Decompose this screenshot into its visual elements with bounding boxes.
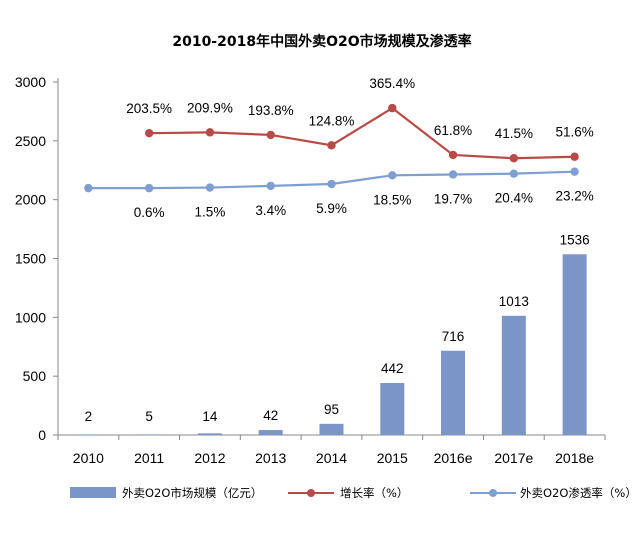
legend-label-growth-rate: 增长率（%） [340, 486, 408, 500]
bar [380, 382, 405, 435]
series-point [448, 170, 458, 179]
series-point [205, 128, 215, 137]
x-tick-label: 2014 [316, 450, 347, 466]
bar-value-label: 1536 [560, 232, 590, 247]
growth-rate-label: 51.6% [555, 125, 593, 140]
y-tick-label: 1000 [15, 309, 46, 325]
series-point [327, 179, 336, 189]
legend-penetration-marker [489, 489, 497, 497]
legend-label-market-size: 外卖O2O市场规模（亿元） [122, 486, 262, 500]
bar [441, 350, 466, 435]
y-tick-label: 500 [23, 368, 47, 384]
bar-value-label: 442 [381, 361, 404, 376]
series-point [266, 130, 275, 140]
bar [258, 430, 283, 435]
bar-value-label: 95 [324, 402, 339, 417]
series-point [509, 154, 519, 163]
growth-rate-label: 203.5% [126, 101, 172, 116]
bar [319, 423, 344, 435]
bar [137, 434, 162, 436]
series-point [509, 169, 519, 178]
series-point [205, 183, 215, 192]
x-tick-label: 2010 [73, 450, 104, 466]
x-tick-label: 2016e [434, 450, 473, 466]
growth-rate-label: 124.8% [309, 113, 355, 128]
bar-value-label: 42 [263, 408, 278, 423]
x-tick-label: 2017e [494, 450, 533, 466]
bar-value-label: 5 [145, 409, 153, 424]
penetration-rate-label: 5.9% [316, 201, 347, 216]
x-tick-label: 2015 [377, 450, 408, 466]
series-point [144, 128, 154, 138]
legend-growth-marker [307, 489, 315, 497]
penetration-rate-label: 20.4% [495, 191, 533, 206]
penetration-rate-label: 1.5% [195, 205, 226, 220]
growth-rate-label: 365.4% [369, 76, 415, 91]
penetration-rate-label: 18.5% [373, 192, 411, 207]
bar-value-label: 716 [442, 329, 465, 344]
y-tick-label: 3000 [15, 74, 46, 90]
penetration-rate-label: 0.6% [134, 205, 165, 220]
series-point [448, 150, 458, 160]
series-point [266, 181, 275, 191]
series-point [388, 171, 397, 180]
x-tick-label: 2018e [555, 450, 594, 466]
penetration-rate-label: 23.2% [555, 189, 593, 204]
series-point [388, 103, 397, 113]
growth-rate-label: 209.9% [187, 100, 233, 115]
series-point [144, 183, 154, 193]
legend-bar-swatch [70, 487, 116, 498]
legend-label-penetration-rate: 外卖O2O渗透率（%） [520, 486, 637, 500]
series-point [327, 141, 336, 150]
x-tick-label: 2011 [134, 450, 164, 466]
growth-rate-label: 193.8% [248, 103, 294, 118]
y-tick-label: 1500 [15, 251, 46, 267]
bar-value-label: 1013 [499, 294, 529, 309]
series-line [149, 106, 575, 160]
y-tick-label: 0 [38, 427, 46, 443]
bar [501, 315, 526, 435]
growth-rate-label: 41.5% [495, 126, 533, 141]
growth-rate-label: 61.8% [434, 123, 472, 138]
bar [562, 254, 587, 435]
bar [76, 434, 101, 436]
bar-value-label: 2 [85, 409, 93, 424]
y-tick-label: 2000 [15, 192, 46, 208]
bar-value-label: 14 [202, 409, 218, 424]
y-tick-label: 2500 [15, 133, 46, 149]
series-point [570, 152, 579, 161]
bar [197, 433, 222, 435]
series-point [84, 183, 93, 193]
penetration-rate-label: 3.4% [255, 203, 286, 218]
chart-title: 2010-2018年中国外卖O2O市场规模及渗透率 [172, 33, 471, 50]
x-tick-label: 2012 [194, 450, 225, 466]
penetration-rate-label: 19.7% [434, 191, 472, 206]
series-point [570, 167, 579, 176]
x-tick-label: 2013 [255, 450, 286, 466]
